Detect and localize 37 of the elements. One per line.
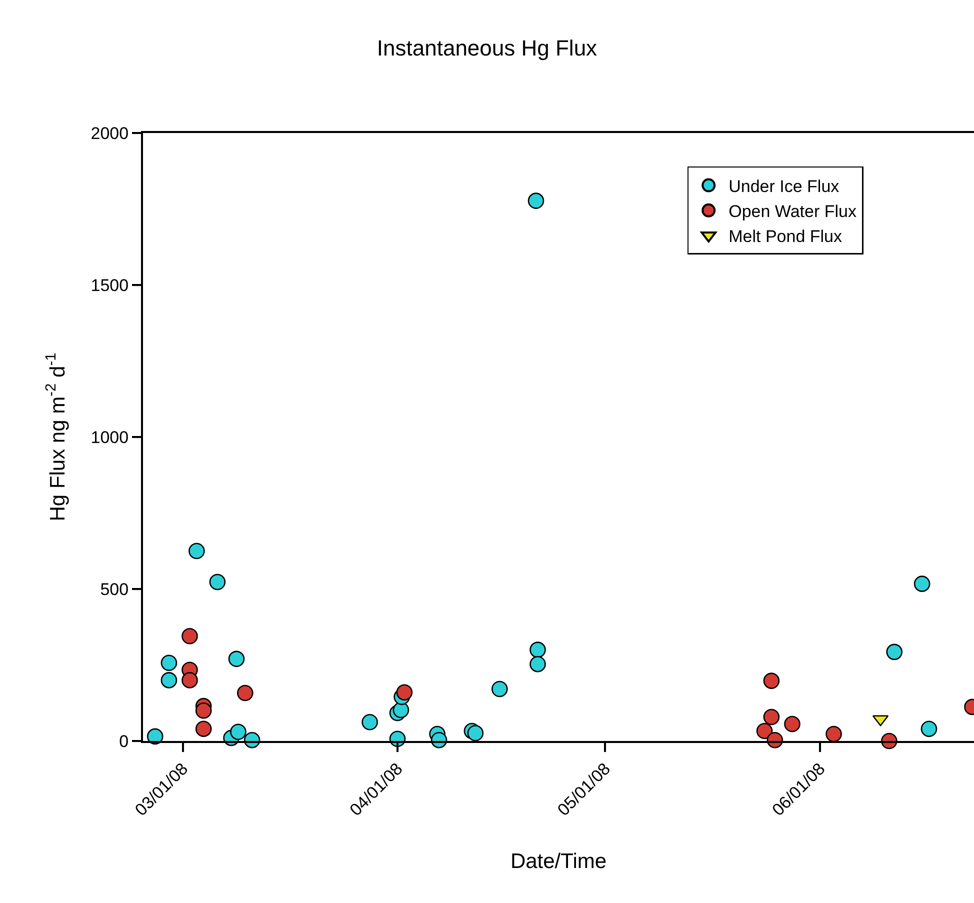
point [182, 672, 198, 688]
point [756, 722, 773, 740]
y-tick-label: 1500 [90, 276, 129, 295]
point [392, 702, 410, 718]
point [195, 702, 212, 719]
point [396, 684, 413, 701]
point [467, 724, 484, 742]
point [160, 672, 178, 688]
point [763, 708, 780, 726]
y-tick-label: 1000 [90, 428, 129, 447]
point [236, 684, 254, 702]
point [160, 654, 178, 672]
point [914, 576, 930, 592]
point [195, 720, 212, 737]
point [826, 726, 842, 742]
point [230, 724, 246, 740]
point [886, 644, 903, 660]
y-tick-label: 0 [119, 732, 129, 751]
point [763, 672, 780, 689]
point [188, 542, 205, 560]
point [528, 192, 544, 209]
legend-label: Melt Pond Flux [728, 227, 842, 246]
point [362, 714, 378, 730]
point [182, 628, 198, 644]
x-axis-title: Date/Time [510, 850, 607, 874]
y-tick-label: 2000 [90, 124, 129, 143]
point [530, 642, 546, 658]
legend-label: Under Ice Flux [728, 176, 840, 196]
point [209, 574, 226, 590]
legend-label: Open Water Flux [728, 202, 857, 222]
point [491, 680, 508, 698]
point [530, 656, 546, 672]
point [228, 650, 245, 668]
point [784, 716, 800, 732]
y-tick-label: 500 [100, 580, 129, 599]
point [920, 720, 938, 737]
chart-title: Instantaneous Hg Flux [376, 36, 598, 61]
